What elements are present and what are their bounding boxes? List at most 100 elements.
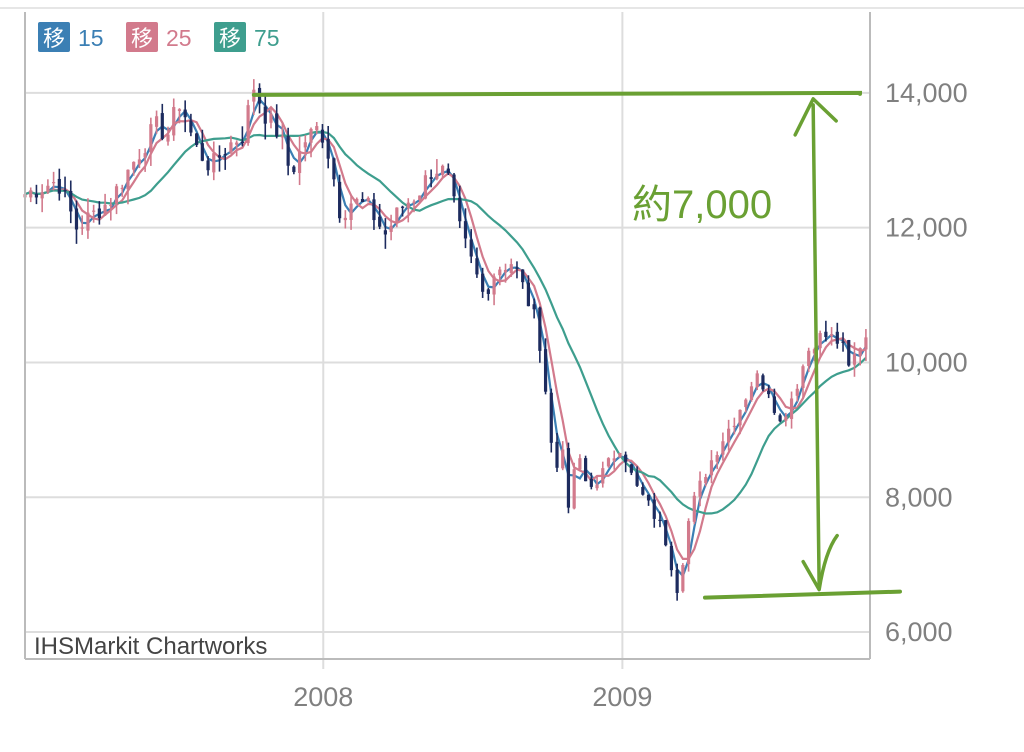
legend-glyph: 移	[131, 26, 153, 51]
candle-body	[561, 449, 565, 469]
candle	[818, 330, 822, 359]
candle-body	[292, 166, 296, 173]
candle-body	[778, 415, 782, 422]
candle-body	[103, 204, 107, 216]
candle-body	[463, 221, 468, 239]
candle	[166, 126, 170, 146]
x-tick-label: 2008	[293, 682, 353, 712]
candle	[29, 187, 33, 203]
candle-body	[475, 258, 479, 275]
candle-body	[412, 201, 416, 203]
candle	[835, 322, 839, 349]
candle-body	[715, 455, 719, 462]
candle-body	[692, 495, 696, 522]
candle-body	[389, 225, 393, 232]
candle-body	[69, 190, 73, 212]
candle	[406, 198, 410, 223]
moving-average-15	[24, 97, 867, 579]
candle-body	[789, 398, 794, 419]
candle-body	[120, 187, 124, 190]
candle	[584, 455, 588, 482]
candle-body	[469, 239, 473, 257]
candle	[423, 170, 428, 200]
candle	[486, 287, 490, 301]
candle-body	[812, 349, 817, 354]
watermark: IHSMarkit Chartworks	[34, 633, 267, 660]
candle	[452, 172, 456, 203]
candle	[755, 370, 759, 391]
candle	[715, 451, 719, 470]
candle	[469, 229, 473, 264]
arrow-head-up	[793, 97, 838, 137]
legend-item: 移 25	[126, 22, 192, 52]
candle-body	[46, 185, 50, 193]
candle	[669, 541, 674, 577]
candle	[652, 493, 656, 528]
candle	[126, 169, 130, 205]
candle-body	[526, 282, 531, 307]
legend-swatch	[38, 22, 70, 52]
candle	[589, 472, 593, 490]
candle-body	[566, 448, 571, 508]
candle	[378, 203, 382, 230]
candle	[709, 450, 714, 484]
candle-body	[406, 202, 410, 209]
candle	[46, 179, 50, 194]
candle-body	[841, 341, 845, 343]
candle-body	[309, 128, 313, 143]
legend-swatch	[214, 22, 246, 52]
candle-body	[646, 494, 651, 501]
candle-body	[195, 133, 199, 145]
candle-body	[727, 428, 731, 443]
candle	[526, 275, 531, 307]
candle	[606, 457, 611, 468]
candle	[572, 462, 576, 510]
candle	[641, 482, 645, 496]
candle	[555, 432, 559, 473]
candle	[503, 263, 508, 283]
candle-body	[521, 269, 525, 283]
candle-body	[549, 392, 553, 443]
y-tick-label: 8,000	[885, 482, 953, 512]
candle	[315, 122, 319, 135]
candle	[172, 98, 176, 141]
candle-body	[606, 458, 611, 467]
candle	[395, 207, 399, 228]
candle-body	[435, 173, 439, 179]
candle-body	[52, 182, 56, 184]
candle	[664, 519, 668, 547]
candle	[297, 136, 302, 186]
candle	[789, 391, 794, 429]
candle-body	[675, 569, 679, 593]
candle	[309, 127, 313, 158]
candle	[795, 384, 799, 402]
candle	[847, 339, 851, 367]
candle-body	[92, 210, 96, 212]
candle-body	[200, 143, 204, 161]
candle-body	[503, 269, 508, 273]
candle-body	[584, 458, 588, 482]
candle	[463, 208, 468, 249]
candle-body	[767, 390, 771, 395]
candle	[858, 347, 862, 366]
candle-body	[686, 521, 691, 565]
candle	[692, 491, 696, 525]
y-tick-label: 10,000	[885, 347, 968, 377]
legend-label: 75	[254, 25, 280, 51]
candle	[389, 214, 393, 241]
candle	[629, 464, 633, 476]
candle	[143, 148, 147, 172]
candle-body	[852, 354, 857, 365]
candle-body	[429, 177, 433, 180]
candle	[154, 110, 159, 134]
candle	[595, 475, 599, 491]
candle-body	[698, 480, 702, 497]
candle	[852, 342, 857, 377]
candle	[217, 145, 222, 172]
candle-body	[595, 484, 599, 489]
candle-body	[338, 181, 342, 219]
candle	[177, 108, 182, 124]
candle-body	[235, 142, 239, 145]
candle	[183, 100, 187, 133]
candle	[772, 388, 776, 415]
